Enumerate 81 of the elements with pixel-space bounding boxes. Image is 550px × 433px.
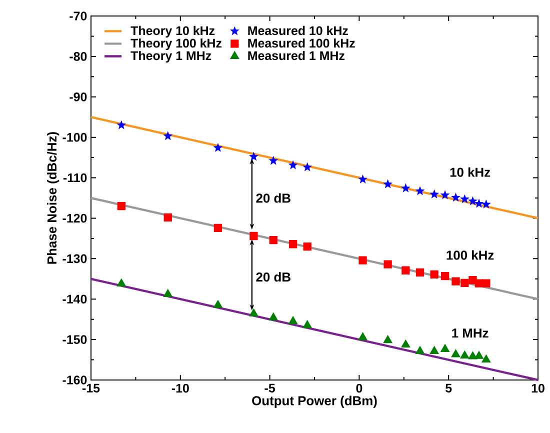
point <box>163 131 173 140</box>
point <box>474 198 484 208</box>
point <box>288 316 298 324</box>
point <box>117 278 126 286</box>
x-tick-label: 5 <box>446 384 452 393</box>
y-tick-label: -120 <box>62 214 87 223</box>
y-tick-label: -150 <box>62 335 87 344</box>
y-tick-label: -90 <box>70 92 87 102</box>
annotation: 20 dB <box>256 272 290 282</box>
point <box>288 160 298 170</box>
point <box>481 199 491 208</box>
point <box>451 350 460 358</box>
point <box>302 320 312 328</box>
point <box>383 335 392 344</box>
y-tick-label: -140 <box>62 294 87 304</box>
point <box>358 174 368 184</box>
point <box>214 224 222 232</box>
point <box>401 340 410 348</box>
point <box>400 183 410 192</box>
point <box>269 236 278 244</box>
point <box>460 194 470 204</box>
point <box>117 202 126 210</box>
point <box>402 266 410 274</box>
point <box>440 344 450 352</box>
y-tick-label: -70 <box>70 12 87 20</box>
x-tick-label: -15 <box>82 384 100 393</box>
point <box>416 268 424 277</box>
point <box>213 142 223 152</box>
legend-label: Measured 1 MHz <box>248 50 344 60</box>
x-tick-label: -10 <box>172 384 189 393</box>
y-axis-title: Phase Noise (dBc/Hz) <box>47 132 60 264</box>
point <box>302 162 312 172</box>
annotation: 100 kHz <box>446 250 494 260</box>
point <box>468 196 478 206</box>
point <box>482 279 490 288</box>
point <box>288 240 298 248</box>
point <box>268 312 278 320</box>
point <box>116 120 126 130</box>
point <box>249 308 258 316</box>
y-tick-label: -80 <box>70 52 87 61</box>
point <box>451 192 460 202</box>
x-axis-title: Output Power (dBm) <box>252 396 377 408</box>
point <box>482 354 491 363</box>
point <box>416 346 424 354</box>
y-tick-label: -110 <box>63 173 87 182</box>
annotation: 20 dB <box>256 193 290 203</box>
point <box>460 278 469 288</box>
point <box>430 270 438 279</box>
x-tick-label: 10 <box>532 384 544 393</box>
point <box>430 189 440 198</box>
x-tick-label: 0 <box>356 384 362 393</box>
legend-label: Measured 100 kHz <box>248 38 355 48</box>
point <box>303 242 312 251</box>
point <box>250 232 258 240</box>
annotation: 10 kHz <box>450 167 490 177</box>
y-tick-label: -100 <box>62 132 87 142</box>
legend-label: Theory 1 MHz <box>130 50 212 63</box>
point <box>164 289 172 297</box>
point <box>474 351 484 359</box>
point <box>440 190 450 200</box>
point <box>248 152 258 161</box>
x-tick-label: -5 <box>264 384 275 393</box>
point <box>460 350 470 358</box>
point <box>358 332 368 340</box>
legend-label: Theory 100 kHz <box>130 38 222 50</box>
y-tick-label: -130 <box>62 254 87 264</box>
y-tick-label: -160 <box>62 376 87 384</box>
point <box>440 272 450 280</box>
point <box>383 179 393 188</box>
annotation: 1 MHz <box>452 328 488 338</box>
point <box>430 346 439 354</box>
point <box>358 256 367 264</box>
point <box>384 260 392 268</box>
point <box>164 213 172 222</box>
point <box>452 277 460 286</box>
point <box>214 300 222 308</box>
point <box>268 156 278 165</box>
point <box>468 352 478 360</box>
legend-label: Theory 10 kHz <box>130 26 215 38</box>
point <box>415 186 425 196</box>
legend-label: Measured 10 kHz <box>248 26 348 36</box>
